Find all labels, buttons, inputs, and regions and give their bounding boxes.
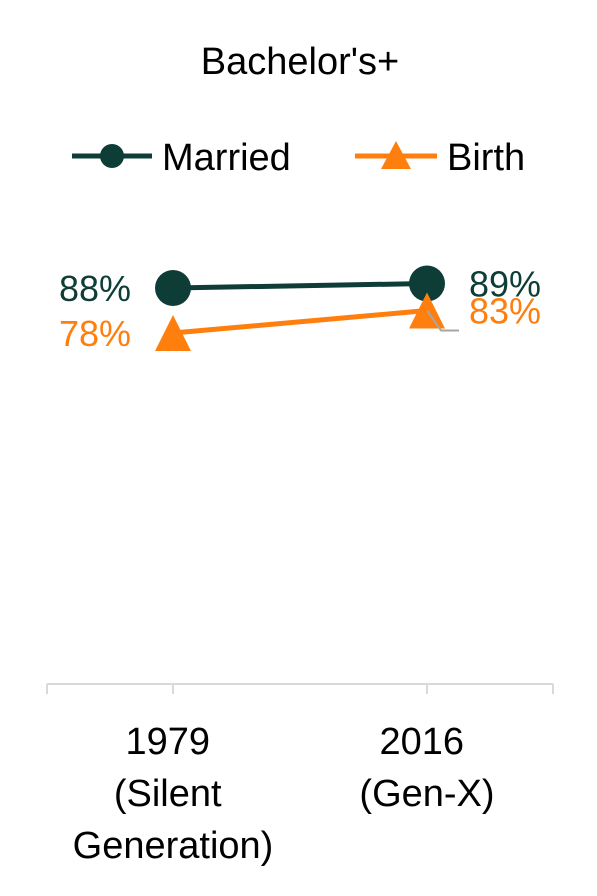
legend-married-label: Married [162,137,291,179]
x-tick-label-line: 2016 [379,721,464,763]
legend-item-married: Married [72,137,291,179]
legend-item-birth: Birth [355,137,525,179]
point-married-1 [409,265,445,302]
series-line-birth [172,308,428,336]
data-label-married-0: 88% [59,268,131,309]
chart-title: Bachelor's+ [201,41,399,83]
series-line-married [172,281,428,291]
data-label-married-1: 89% [469,264,541,305]
point-married-0 [155,270,191,306]
legend: Married Birth [72,137,525,179]
data-label-birth-0: 78% [59,313,131,354]
legend-married-marker [100,144,124,168]
x-tick-label-line: 1979 [125,721,210,763]
x-tick-label-1979: 1979 (Silent Generation) [73,721,274,867]
x-tick-label-line: (Silent [114,773,222,815]
point-birth-0 [155,315,191,351]
legend-birth-marker [381,141,411,169]
x-tick-label-line: Generation) [73,825,274,867]
x-tick-label-2016: 2016 (Gen-X) [359,721,494,815]
legend-birth-label: Birth [447,137,525,179]
x-tick-label-line: (Gen-X) [359,773,494,815]
data-label-birth-1: 83% [469,291,541,332]
plot-area: 88% 89% 78% 83% [59,264,541,355]
x-axis: 1979 (Silent Generation) 2016 (Gen-X) [46,683,554,867]
leader-line-birth-1 [426,309,459,332]
